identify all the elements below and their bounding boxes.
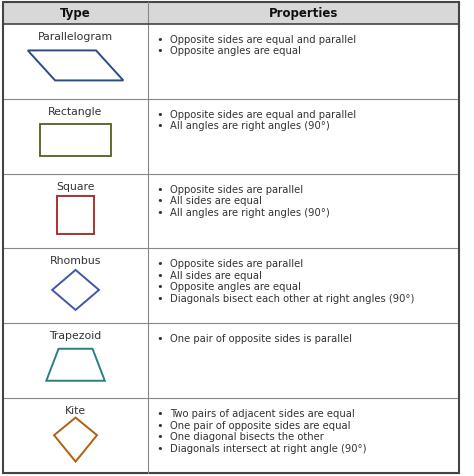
- Text: •: •: [156, 109, 163, 119]
- Text: •: •: [156, 196, 163, 206]
- Bar: [3, 3, 459, 25]
- Text: •: •: [156, 270, 163, 280]
- Text: All angles are right angles (90°): All angles are right angles (90°): [170, 121, 329, 131]
- Text: One pair of opposite sides is parallel: One pair of opposite sides is parallel: [170, 334, 352, 344]
- Bar: [57, 197, 94, 235]
- Text: •: •: [156, 293, 163, 303]
- Text: •: •: [156, 334, 163, 344]
- Text: Opposite sides are equal and parallel: Opposite sides are equal and parallel: [170, 109, 356, 119]
- Text: One pair of opposite sides are equal: One pair of opposite sides are equal: [170, 420, 350, 430]
- Text: •: •: [156, 408, 163, 418]
- Text: Square: Square: [56, 181, 95, 191]
- Text: Opposite angles are equal: Opposite angles are equal: [170, 282, 301, 292]
- Text: Opposite sides are parallel: Opposite sides are parallel: [170, 259, 303, 269]
- Text: •: •: [156, 431, 163, 441]
- Text: •: •: [156, 121, 163, 131]
- Text: Opposite sides are parallel: Opposite sides are parallel: [170, 184, 303, 194]
- Text: •: •: [156, 420, 163, 430]
- Text: •: •: [156, 443, 163, 453]
- Text: Properties: Properties: [269, 8, 338, 20]
- Text: Opposite sides are equal and parallel: Opposite sides are equal and parallel: [170, 35, 356, 45]
- Text: Kite: Kite: [65, 406, 86, 415]
- Text: •: •: [156, 46, 163, 56]
- Text: All angles are right angles (90°): All angles are right angles (90°): [170, 207, 329, 217]
- Text: Type: Type: [60, 8, 91, 20]
- Text: Rhombus: Rhombus: [50, 256, 101, 266]
- Bar: [40, 125, 110, 157]
- Text: Two pairs of adjacent sides are equal: Two pairs of adjacent sides are equal: [170, 408, 355, 418]
- Text: Parallelogram: Parallelogram: [38, 32, 113, 42]
- Text: •: •: [156, 184, 163, 194]
- Text: All sides are equal: All sides are equal: [170, 270, 262, 280]
- Text: All sides are equal: All sides are equal: [170, 196, 262, 206]
- Text: •: •: [156, 35, 163, 45]
- Text: •: •: [156, 282, 163, 292]
- Text: Trapezoid: Trapezoid: [49, 331, 102, 341]
- Text: •: •: [156, 207, 163, 217]
- Text: Rectangle: Rectangle: [48, 107, 103, 117]
- Text: Opposite angles are equal: Opposite angles are equal: [170, 46, 301, 56]
- Text: •: •: [156, 259, 163, 269]
- Text: One diagonal bisects the other: One diagonal bisects the other: [170, 431, 324, 441]
- Text: Diagonals intersect at right angle (90°): Diagonals intersect at right angle (90°): [170, 443, 366, 453]
- Text: Diagonals bisect each other at right angles (90°): Diagonals bisect each other at right ang…: [170, 293, 414, 303]
